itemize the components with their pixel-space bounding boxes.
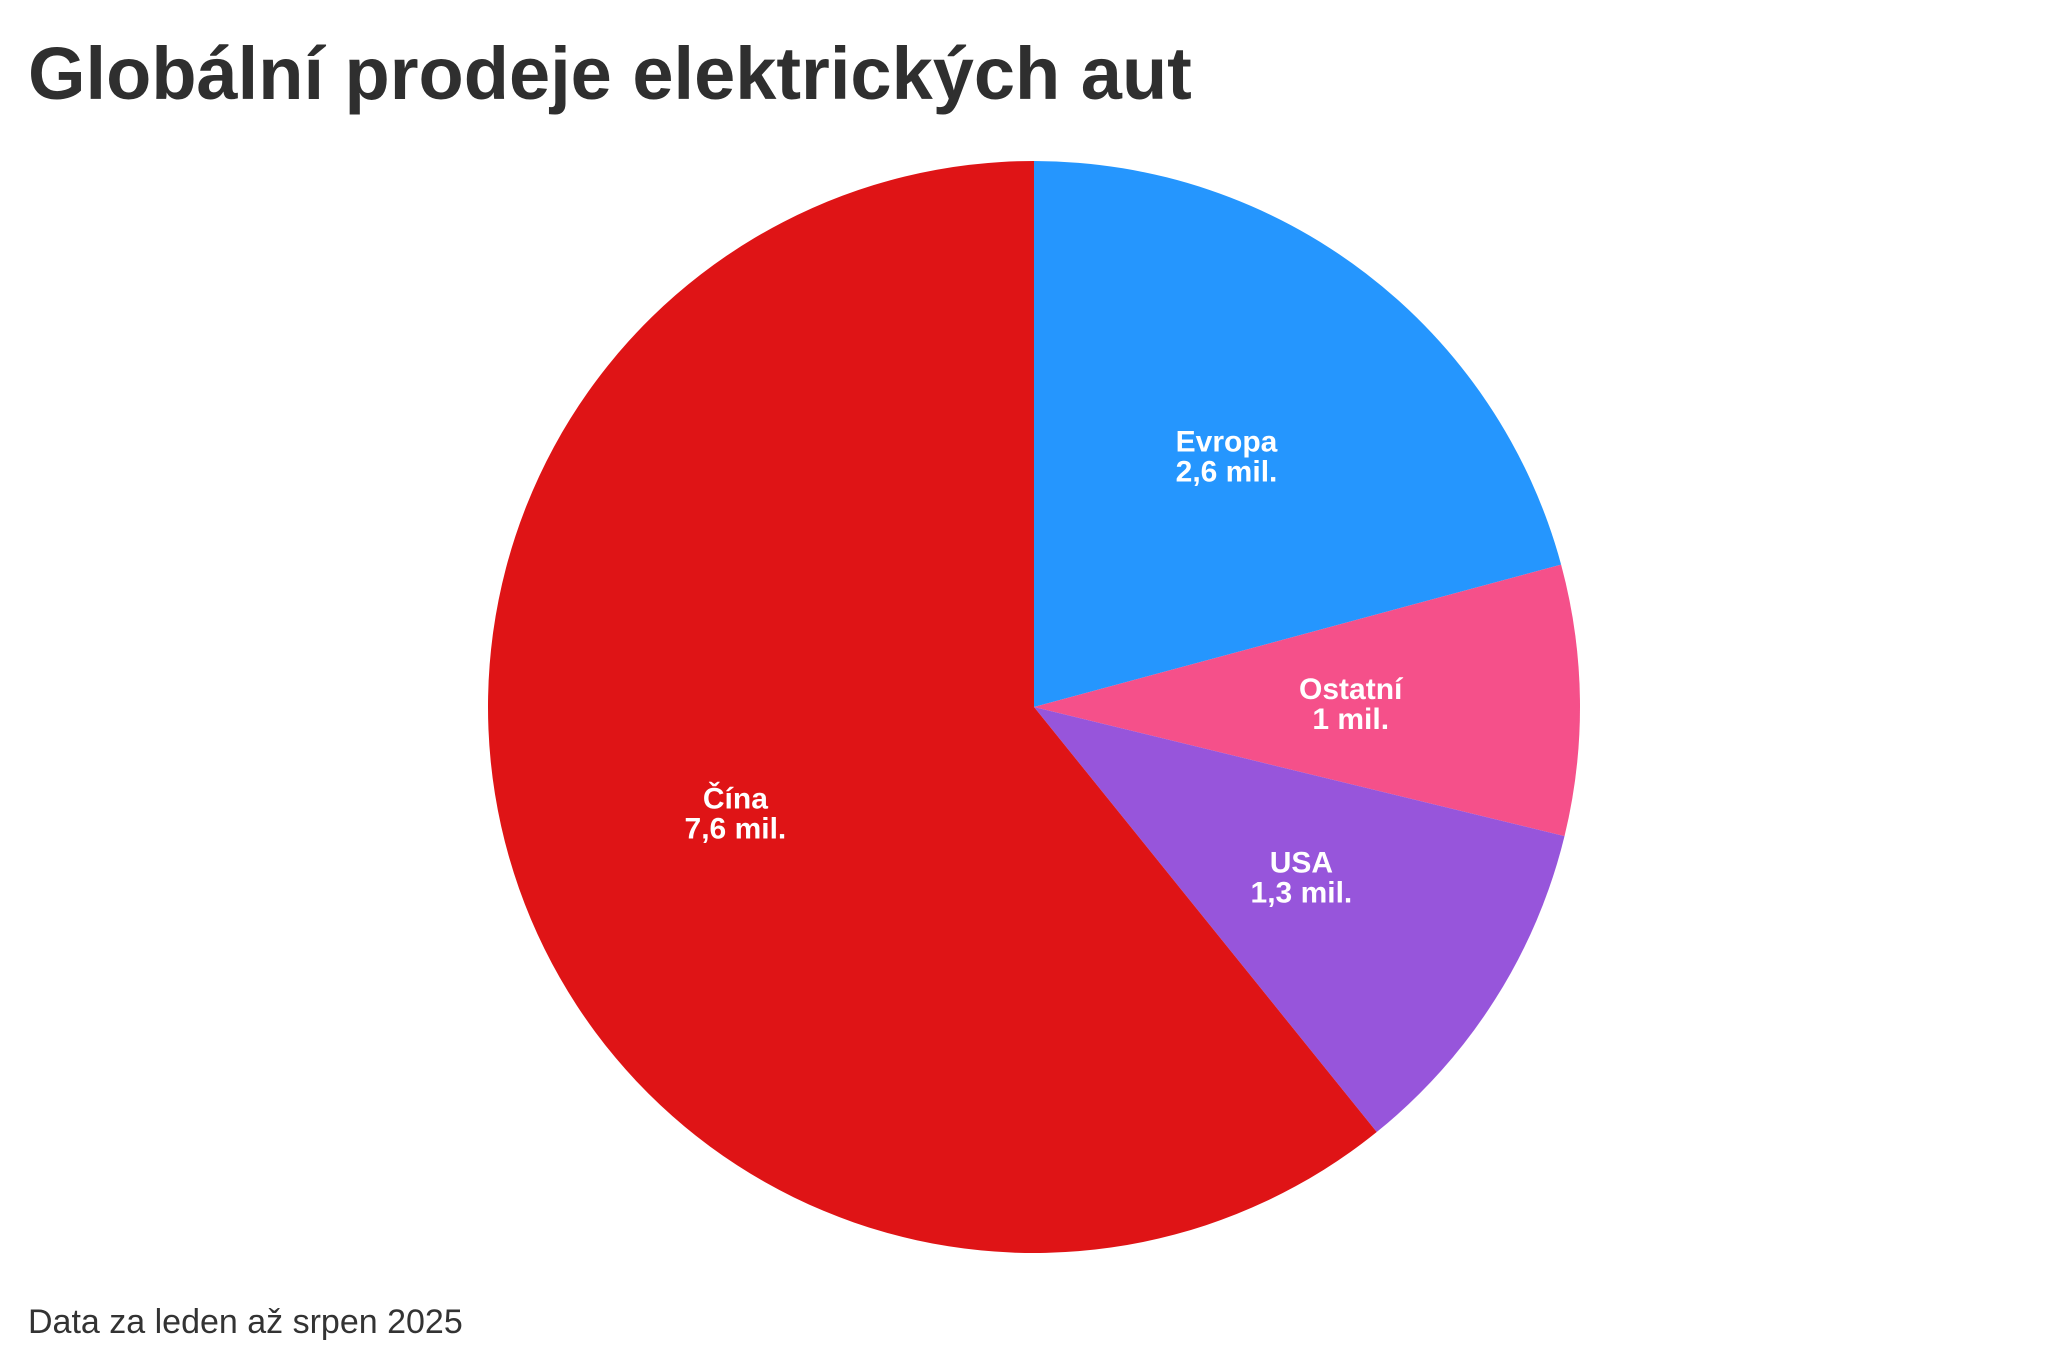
slice-name: Evropa bbox=[1176, 426, 1278, 459]
pie-slice-usa bbox=[1034, 707, 1565, 1133]
slice-label-ostatni: Ostatní 1 mil. bbox=[1299, 673, 1404, 736]
slice-name: Ostatní bbox=[1299, 673, 1404, 706]
chart-note: Data za leden až srpen 2025 bbox=[28, 1303, 463, 1341]
pie-slice-cina bbox=[487, 161, 1377, 1253]
slice-name: Čína bbox=[703, 781, 768, 815]
slice-label-evropa: Evropa 2,6 mil. bbox=[1176, 426, 1278, 489]
slice-label-cina: Čína 7,6 mil. bbox=[685, 781, 787, 845]
pie-labels: Evropa 2,6 mil. Ostatní 1 mil. USA 1,3 mil. Čí… bbox=[685, 426, 1404, 910]
slice-value: 1 mil. bbox=[1312, 703, 1389, 736]
slice-value: 1,3 mil. bbox=[1251, 877, 1353, 910]
pie-slice-ostatni bbox=[1034, 564, 1581, 837]
slice-label-usa: USA 1,3 mil. bbox=[1251, 847, 1353, 910]
pie-slice-evropa bbox=[1034, 161, 1562, 707]
slice-value: 2,6 mil. bbox=[1176, 456, 1278, 489]
slice-name: USA bbox=[1270, 847, 1333, 880]
pie-slices bbox=[487, 161, 1581, 1253]
slice-value: 7,6 mil. bbox=[685, 812, 787, 845]
chart-title: Globální prodeje elektrických aut bbox=[28, 32, 1192, 115]
